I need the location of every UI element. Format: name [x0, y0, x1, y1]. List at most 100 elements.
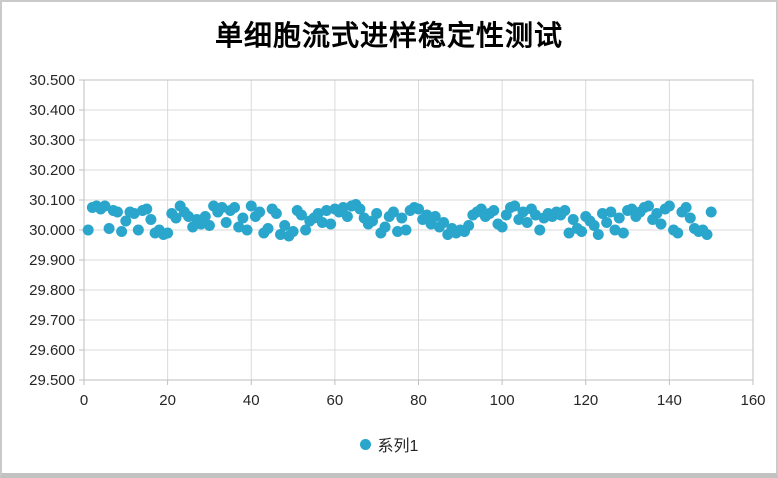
data-point — [530, 209, 542, 221]
data-point — [609, 224, 621, 236]
x-tick-label: 0 — [80, 392, 88, 409]
data-point — [99, 200, 111, 212]
data-point — [651, 208, 663, 219]
data-point — [655, 218, 667, 230]
data-point — [132, 224, 144, 236]
data-point — [642, 200, 654, 212]
data-point — [567, 214, 579, 225]
data-point — [421, 209, 433, 221]
x-tick-label: 140 — [657, 392, 682, 409]
data-point — [672, 227, 684, 239]
data-point — [534, 224, 546, 236]
data-point — [496, 221, 508, 233]
data-point — [371, 208, 383, 219]
chart-title: 单细胞流式进样稳定性测试 — [214, 21, 563, 52]
data-point — [199, 211, 211, 222]
y-tick-label: 29.600 — [29, 342, 75, 359]
data-point — [588, 220, 600, 231]
x-tick-label: 20 — [159, 392, 176, 409]
data-point — [521, 217, 533, 228]
data-point — [233, 221, 245, 233]
data-point — [300, 224, 312, 236]
legend: 系列1 — [2, 432, 776, 456]
data-point — [387, 206, 399, 218]
y-tick-label: 30.100 — [29, 192, 75, 209]
y-tick-label: 29.800 — [29, 282, 75, 299]
data-point — [254, 206, 266, 218]
data-point — [605, 206, 617, 218]
data-point — [379, 221, 391, 233]
data-point — [592, 229, 604, 240]
data-point — [341, 211, 353, 222]
data-point — [262, 223, 274, 234]
x-tick-label: 160 — [740, 392, 765, 409]
x-tick-label: 100 — [490, 392, 515, 409]
x-tick-label: 120 — [573, 392, 598, 409]
data-point — [517, 206, 529, 218]
y-tick-label: 30.000 — [29, 222, 75, 239]
data-point — [216, 202, 228, 213]
data-point — [111, 206, 123, 218]
data-point — [559, 205, 571, 216]
data-point — [220, 217, 232, 228]
y-tick-label: 29.700 — [29, 312, 75, 329]
data-point — [463, 220, 475, 231]
data-point — [120, 215, 132, 227]
data-point — [116, 226, 128, 237]
data-point — [128, 208, 140, 219]
data-point — [279, 220, 291, 231]
data-point — [576, 226, 588, 237]
data-point — [141, 203, 153, 215]
data-point — [663, 200, 675, 212]
y-tick-label: 30.300 — [29, 132, 75, 149]
data-point — [245, 200, 257, 212]
data-point — [325, 218, 337, 230]
data-point — [145, 214, 157, 225]
data-point — [509, 200, 521, 212]
y-tick-label: 30.200 — [29, 162, 75, 179]
data-point — [287, 226, 299, 237]
data-point — [705, 206, 717, 218]
x-tick-label: 80 — [410, 392, 427, 409]
data-point — [270, 208, 282, 219]
data-point — [241, 224, 253, 236]
data-point — [438, 217, 450, 228]
data-point — [392, 226, 404, 237]
data-point — [321, 205, 333, 216]
series1-marker-icon — [359, 438, 371, 450]
y-tick-label: 30.500 — [29, 72, 75, 89]
y-tick-label: 29.900 — [29, 252, 75, 269]
data-point — [488, 205, 500, 216]
data-point — [316, 217, 328, 228]
data-point — [596, 208, 608, 219]
data-point — [429, 211, 441, 222]
data-point — [82, 224, 94, 236]
data-point — [617, 227, 629, 239]
data-point — [613, 212, 625, 224]
data-point — [701, 229, 713, 240]
data-point — [229, 202, 241, 213]
data-point — [103, 223, 115, 234]
y-tick-label: 30.400 — [29, 102, 75, 119]
data-point — [237, 212, 249, 224]
data-point — [413, 203, 424, 215]
data-point — [563, 227, 575, 239]
data-point — [601, 217, 613, 228]
data-point — [183, 211, 195, 222]
data-point — [275, 229, 287, 240]
data-point — [162, 227, 174, 239]
data-point — [396, 212, 408, 224]
series1-label: 系列1 — [377, 438, 419, 455]
x-tick-label: 60 — [327, 392, 344, 409]
data-point — [680, 202, 692, 213]
data-point — [203, 220, 215, 231]
data-point — [337, 202, 349, 213]
y-tick-label: 29.500 — [29, 372, 75, 389]
data-point — [400, 224, 412, 236]
data-point — [354, 203, 366, 215]
data-point — [295, 209, 307, 221]
data-point — [684, 212, 696, 224]
data-point — [170, 212, 182, 224]
